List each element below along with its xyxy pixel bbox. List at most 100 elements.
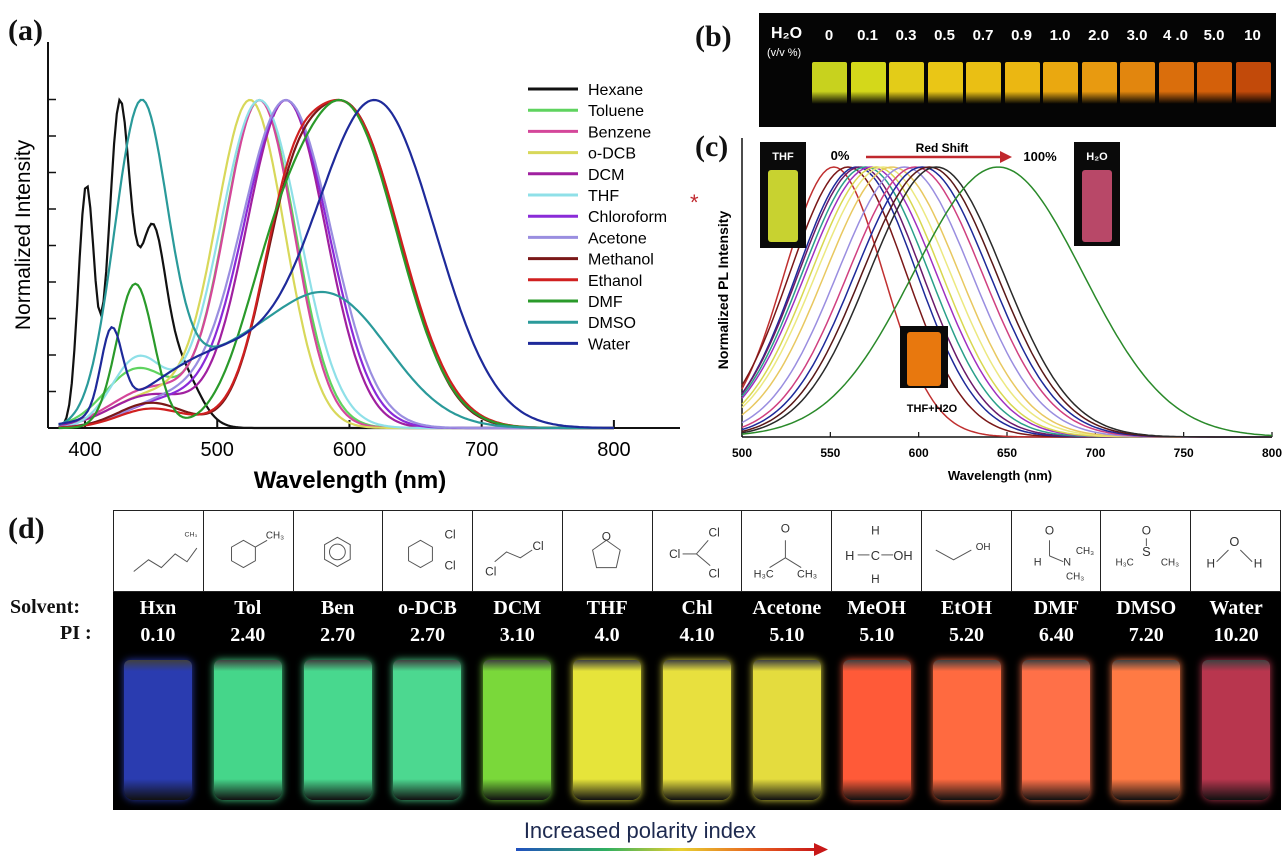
panel-c-curve	[741, 166, 1272, 438]
structure-atom-label: H	[871, 573, 880, 586]
solvent-pi: 7.20	[1128, 624, 1164, 646]
panel-b-vial	[1120, 62, 1155, 104]
panel-c-xlabel: Wavelength (nm)	[948, 468, 1052, 483]
panel-a-xlabel: Wavelength (nm)	[254, 467, 446, 494]
solvent-pi: 4.10	[679, 624, 715, 646]
structure-cell-dmf: O H N CH₃ CH₃	[1011, 511, 1102, 591]
panel-c-curve	[741, 166, 1272, 438]
panel-b-value-label: 10	[1244, 27, 1261, 44]
solvent-vial	[932, 660, 1001, 800]
structure-atom-label: CH₃	[1076, 546, 1094, 557]
solvent-pi: 4.0	[594, 624, 620, 646]
panel-b-vial	[966, 62, 1001, 104]
solvent-pi: 2.40	[230, 624, 266, 646]
panel-c-ylabel: Normalized PL Intensity	[715, 211, 731, 370]
panel-c-curve	[741, 166, 1272, 438]
structure-cell-dcm: Cl Cl	[473, 511, 563, 591]
panel-c-xtick-label: 550	[820, 446, 840, 460]
solvent-vial	[213, 660, 282, 800]
structure-atom-label: N	[1063, 557, 1071, 569]
panel-c-curve	[741, 166, 1272, 438]
panel-c-curve	[741, 166, 1273, 437]
structure-cell-o-dcb: Cl Cl	[383, 511, 474, 591]
panel-b-value-label: 0.9	[1011, 27, 1032, 44]
structure-atom-label: Cl	[669, 548, 680, 561]
panel-c-h2o-label: H₂O	[1086, 151, 1108, 163]
panel-label-d: (d)	[8, 512, 45, 545]
structure-atom-label: H₃C	[754, 568, 774, 580]
structure-atom-label: CH₃	[1161, 558, 1179, 569]
structure-cell-chl: Cl Cl Cl	[652, 511, 743, 591]
structure-row: CH₃ CH₃ Cl Cl Cl Cl O Cl Cl Cl O H₃C CH₃ H H H C OH OH O H N C…	[113, 510, 1281, 592]
structure-atom-label: O	[1230, 534, 1240, 549]
solvent-name: DMF	[1033, 597, 1080, 619]
solvent-vial	[842, 660, 911, 800]
solvent-pi: 3.10	[499, 624, 535, 646]
panel-c-xtick-label: 500	[732, 446, 752, 460]
legend-label: DCM	[588, 167, 624, 184]
structure-cell-water: O H H	[1191, 511, 1280, 591]
solvent-pi: 5.10	[859, 624, 895, 646]
legend-label: Chloroform	[588, 209, 667, 226]
panel-c-curve	[741, 166, 1272, 438]
panel-c-h2o-vial	[1082, 170, 1112, 242]
structure-atom-label: H	[845, 548, 854, 563]
panel-c-curve	[741, 166, 1272, 438]
structure-atom-label: Cl	[485, 565, 496, 578]
structure-atom-label: Cl	[708, 526, 719, 539]
panel-c-xtick-label: 600	[909, 446, 929, 460]
panel-b-value-label: 5.0	[1203, 27, 1225, 44]
solvent-pi: 5.20	[949, 624, 985, 646]
pi-row-label: PI :	[60, 622, 92, 644]
solvent-row-label: Solvent:	[10, 596, 80, 618]
solvent-name: Tol	[234, 597, 262, 619]
solvent-vial	[573, 660, 642, 800]
panel-c-xtick-label: 700	[1085, 446, 1105, 460]
structure-cell-tol: CH₃	[203, 511, 294, 591]
panel-c-thf-vial	[768, 170, 798, 242]
structure-atom-label: O	[1045, 524, 1054, 537]
panel-a-xtick-label: 700	[465, 439, 498, 461]
panel-c-curve	[741, 166, 1272, 438]
structure-atom-label: H	[871, 524, 880, 537]
polarity-arrow-label: Increased polarity index	[523, 818, 757, 843]
solvent-name: Ben	[320, 597, 355, 619]
solvent-vial	[123, 660, 192, 800]
panel-b-vial	[1197, 62, 1232, 104]
panel-b-h2o-label: H₂O	[771, 25, 803, 42]
structure-atom-label: CH₃	[185, 531, 198, 538]
solvent-vial	[1112, 660, 1181, 800]
panel-c-mix-vial	[907, 332, 941, 386]
structure-atom-label: O	[781, 523, 790, 536]
solvent-pi: 5.10	[769, 624, 805, 646]
panel-a-chart: 400 500 600 700 800 Hexane Toluene Benzene o-DC…	[12, 42, 699, 494]
legend-label: Toluene	[588, 103, 644, 120]
structure-cell-hxn: CH₃	[114, 511, 204, 591]
structure-cell-ben	[293, 511, 384, 591]
solvent-name: DCM	[493, 597, 542, 619]
panel-b-value-label: 0.1	[857, 27, 878, 44]
legend-label: Ethanol	[588, 273, 642, 290]
panel-c-curve	[741, 166, 1272, 438]
panel-label-b: (b)	[695, 20, 732, 53]
panel-b-vial	[812, 62, 847, 104]
panel-a-asterisk: *	[690, 190, 699, 215]
solvent-name: MeOH	[847, 597, 907, 619]
panel-b-value-label: 4 .0	[1162, 27, 1189, 44]
legend-label: THF	[588, 188, 619, 205]
panel-b-vial	[1043, 62, 1078, 104]
panel-c-xtick-label: 750	[1174, 446, 1194, 460]
structure-atom-label: Cl	[445, 560, 456, 573]
legend-label: Acetone	[588, 230, 647, 247]
panel-b-value-label: 1.0	[1049, 27, 1071, 44]
panel-c-thf-label: THF	[772, 151, 794, 163]
panel-b-vial	[850, 62, 886, 104]
legend-label: DMF	[588, 294, 623, 311]
legend-label: Methanol	[588, 252, 654, 269]
structure-cell-thf: O	[562, 511, 653, 591]
panel-a-ylabel: Normalized Intensity	[12, 139, 35, 330]
solvent-name: Water	[1209, 597, 1263, 619]
panel-b-value-label: 0.5	[934, 27, 955, 44]
legend-label: o-DCB	[588, 146, 636, 163]
structure-atom-label: OH	[894, 548, 913, 563]
